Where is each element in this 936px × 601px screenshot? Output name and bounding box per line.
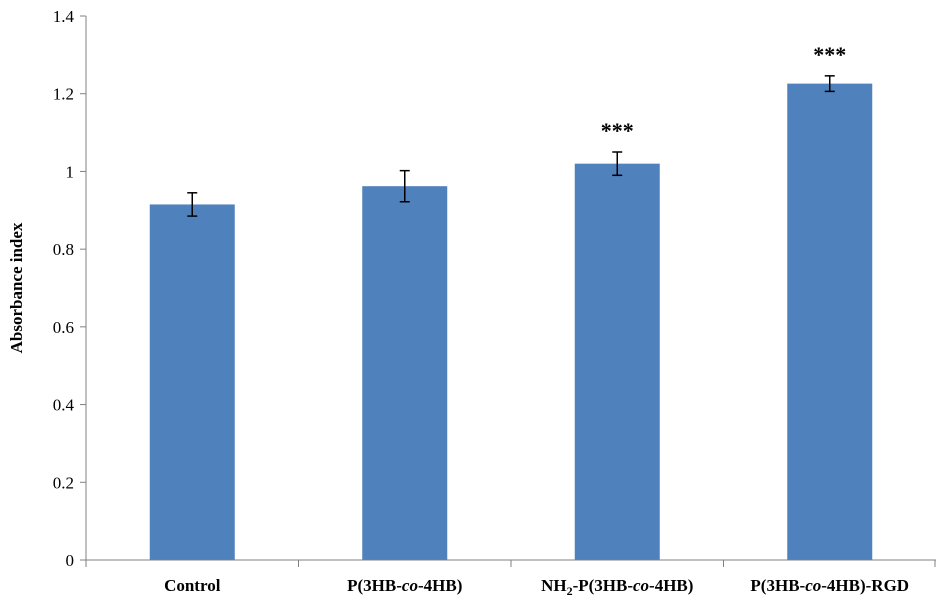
y-tick-label: 0.2: [53, 473, 74, 492]
y-tick-label: 0.4: [53, 396, 75, 415]
y-tick-label: 0: [66, 551, 75, 570]
y-tick-label: 1.4: [53, 7, 75, 26]
category-label: P(3HB-co-4HB): [347, 576, 462, 595]
bar: [362, 186, 448, 561]
category-label: P(3HB-co-4HB)-RGD: [750, 576, 909, 595]
y-axis-title: Absorbance index: [7, 222, 26, 353]
bar: [787, 83, 873, 561]
bar: [574, 163, 660, 560]
y-tick-label: 0.6: [53, 318, 74, 337]
significance-label: ***: [601, 118, 634, 143]
significance-label: ***: [813, 42, 846, 67]
y-tick-label: 0.8: [53, 240, 74, 259]
y-tick-label: 1.2: [53, 85, 74, 104]
category-label: NH2-P(3HB-co-4HB): [541, 576, 693, 598]
bar: [149, 204, 235, 560]
y-tick-label: 1: [66, 162, 75, 181]
category-label: Control: [164, 576, 221, 595]
